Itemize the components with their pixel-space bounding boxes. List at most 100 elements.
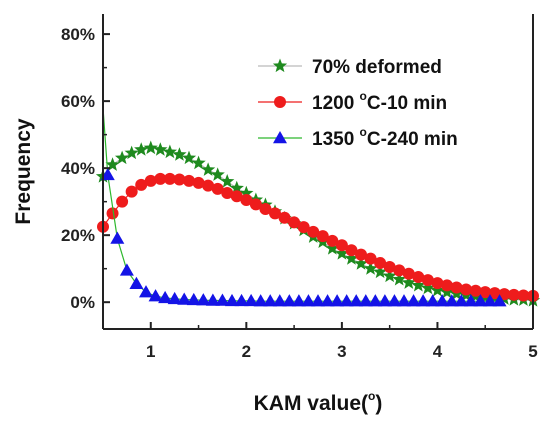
x-axis-title-text: KAM value <box>254 392 361 415</box>
series-3-point <box>253 294 268 307</box>
x-tick-label: 5 <box>528 342 537 361</box>
series-1-point <box>162 144 178 159</box>
series-3-point <box>177 292 192 305</box>
series-3-point <box>463 294 478 307</box>
series-2-point <box>479 286 492 299</box>
series-2-point <box>383 261 396 274</box>
series-1-point <box>392 271 407 286</box>
series-2-point <box>421 274 434 287</box>
legend-label-3-post: C-240 min <box>367 129 458 150</box>
series-1-point <box>124 145 139 160</box>
series-2-point <box>288 216 301 229</box>
series-2-point <box>326 234 339 247</box>
series-1-point <box>239 185 254 200</box>
x-tick-label: 4 <box>433 342 443 361</box>
series-1-point <box>134 142 149 156</box>
series-2-point <box>240 193 253 206</box>
series-2-point <box>173 173 186 186</box>
series-2-point <box>488 287 501 300</box>
series-3-point <box>186 292 201 306</box>
series-3-point <box>148 289 163 302</box>
series-1-point <box>420 280 436 295</box>
series-3-point <box>377 294 392 307</box>
series-2-point <box>211 182 224 195</box>
series-2-point <box>517 289 530 302</box>
series-1-point <box>181 150 197 165</box>
series-2-point <box>144 174 157 187</box>
series-2-point <box>163 172 176 185</box>
series-2-point <box>259 203 272 216</box>
series-1-point <box>105 157 120 171</box>
legend-label-2-pre: 1200 <box>312 93 360 114</box>
legend-marker-2 <box>274 96 286 108</box>
y-axis-title: Frequency <box>12 118 35 225</box>
x-axis-title-unit: o <box>368 389 375 403</box>
series-1-point <box>325 241 340 255</box>
series-3-point <box>110 231 125 244</box>
series-1-point <box>363 261 378 275</box>
series-2-point <box>125 185 138 198</box>
series-3-point <box>397 294 411 307</box>
y-tick-label: 40% <box>61 159 95 178</box>
series-1-point <box>344 251 359 265</box>
legend-label-1: 70% deformed <box>312 57 442 78</box>
series-2-point <box>507 288 520 301</box>
series-3-point <box>416 294 431 307</box>
x-axis-title-open: ( <box>361 392 368 415</box>
series-1-point <box>114 150 130 165</box>
series-1-point <box>334 246 350 260</box>
series-3-point <box>492 294 507 307</box>
x-tick-label: 3 <box>337 342 346 361</box>
series-2-point <box>316 230 329 243</box>
series-3-point <box>358 294 373 307</box>
series-2-point <box>460 283 473 296</box>
legend-label-3: 1350 oC-240 min <box>312 125 458 150</box>
x-tick-label: 2 <box>242 342 251 361</box>
y-tick-label: 80% <box>61 25 95 44</box>
series-3-point <box>330 294 345 307</box>
x-axis-title: KAM value(o) <box>254 389 383 415</box>
series-2-point <box>402 267 415 280</box>
series-2-point <box>192 176 205 189</box>
series-3-point <box>454 294 469 307</box>
series-2-point <box>202 179 215 192</box>
y-tick-label: 20% <box>61 226 95 245</box>
legend-item-1: 70% deformed <box>258 57 442 78</box>
series-3-point <box>139 285 153 298</box>
series-1-point <box>200 162 216 176</box>
plot-area <box>95 107 541 307</box>
series-3-point <box>311 294 325 307</box>
series-2-point <box>297 221 310 234</box>
series-2-point <box>498 288 511 301</box>
series-2-point <box>154 172 167 185</box>
series-3-point <box>119 263 134 276</box>
series-3-point <box>320 294 335 307</box>
series-2-point <box>307 225 320 238</box>
series-2-point <box>345 244 358 257</box>
series-2-point <box>135 178 148 191</box>
series-1-point <box>372 264 388 279</box>
legend-label-3-sup: o <box>360 125 367 139</box>
legend-marker-1 <box>272 58 288 73</box>
series-3-point <box>301 294 316 307</box>
series-2-point <box>469 284 482 297</box>
series-1-point <box>430 282 445 297</box>
legend-item-2: 1200 oC-10 min <box>258 89 447 114</box>
series-2-point <box>412 271 425 284</box>
series-3-point <box>225 293 239 307</box>
series-3-point <box>100 167 115 181</box>
series-2-point <box>269 207 281 220</box>
legend-marker-3 <box>273 131 287 144</box>
series-3-point <box>196 293 211 306</box>
series-3-point <box>425 294 440 307</box>
series-3-point <box>339 294 354 307</box>
series-2-point <box>278 211 291 224</box>
x-tick-label: 1 <box>146 342 155 361</box>
legend-label-2-sup: o <box>360 89 367 103</box>
series-3-point <box>129 276 144 290</box>
legend-item-3: 1350 oC-240 min <box>258 125 458 150</box>
series-3-point <box>435 294 450 307</box>
series-3-point <box>234 293 249 307</box>
series-3-point <box>167 291 182 305</box>
